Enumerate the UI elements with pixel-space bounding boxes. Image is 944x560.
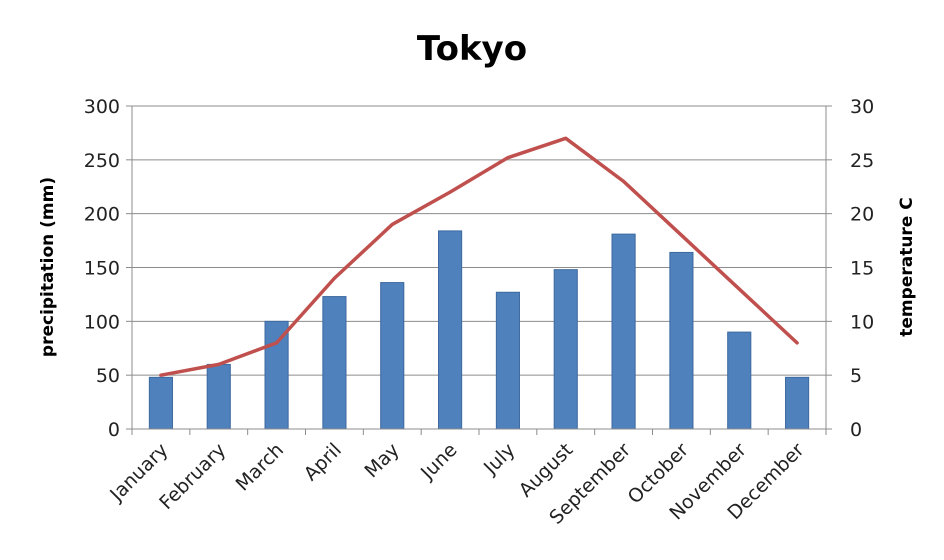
- right-tick-label: 10: [850, 311, 874, 333]
- left-tick-label: 250: [84, 150, 120, 172]
- precipitation-bar: [380, 282, 405, 430]
- right-tick-label: 5: [850, 365, 862, 387]
- y-axis-title: precipitation (mm): [38, 177, 58, 357]
- precipitation-bar: [785, 376, 810, 430]
- gridlines: [132, 105, 826, 430]
- right-tick-label: 25: [850, 150, 874, 172]
- precipitation-bar: [495, 291, 520, 430]
- precipitation-bar: [669, 251, 694, 430]
- chart-title: Tokyo: [417, 29, 527, 69]
- left-tick-label: 300: [84, 96, 120, 118]
- right-tick-label: 0: [850, 419, 862, 441]
- right-tick-label: 15: [850, 258, 874, 280]
- left-tick-label: 100: [84, 311, 120, 333]
- precipitation-bar: [148, 376, 173, 430]
- left-tick-label: 50: [96, 365, 120, 387]
- precipitation-bar: [322, 296, 347, 430]
- category-label: June: [416, 439, 462, 485]
- right-tick-label: 30: [850, 96, 874, 118]
- precipitation-bar: [553, 269, 578, 430]
- left-axis-ticks: 0 50 100 150 200 250 300: [84, 96, 120, 441]
- left-tick-label: 150: [84, 258, 120, 280]
- category-label: March: [232, 439, 289, 496]
- line-series: [159, 136, 799, 377]
- y2-axis-title: temperature C: [897, 197, 917, 336]
- category-label: April: [300, 439, 346, 485]
- bar-series: [148, 230, 810, 430]
- left-tick-label: 200: [84, 204, 120, 226]
- temperature-line: [159, 136, 799, 377]
- precipitation-bar: [264, 320, 289, 430]
- precipitation-bar: [438, 230, 463, 430]
- category-label: July: [479, 439, 519, 479]
- precipitation-bar: [611, 233, 636, 430]
- precipitation-bar: [727, 331, 752, 430]
- precipitation-bar: [206, 363, 231, 430]
- category-label: May: [360, 439, 403, 482]
- axes: [126, 105, 832, 435]
- right-tick-label: 20: [850, 204, 874, 226]
- right-axis-ticks: 0 5 10 15 20 25 30: [850, 96, 874, 441]
- left-tick-label: 0: [108, 419, 120, 441]
